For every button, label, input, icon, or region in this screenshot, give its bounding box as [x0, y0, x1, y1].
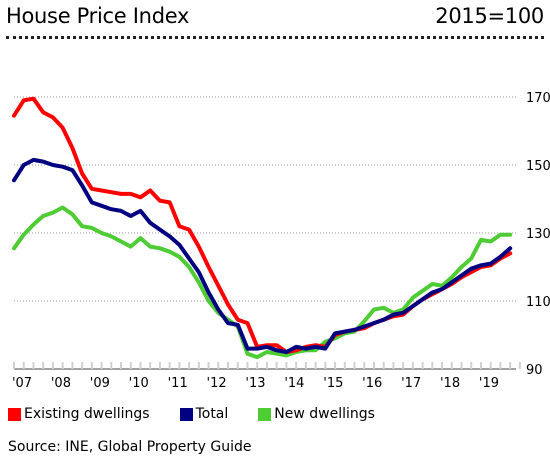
x-minor-tick [13, 362, 15, 369]
x-minor-tick [139, 362, 142, 369]
x-minor-tick [246, 362, 249, 369]
x-minor-tick [227, 362, 230, 369]
x-tick-label: '16 [362, 376, 382, 391]
x-minor-tick [275, 362, 278, 369]
legend-label-new: New dwellings [274, 406, 375, 422]
x-tick-label: '11 [168, 376, 188, 391]
x-tick-label: '08 [51, 376, 71, 391]
x-minor-tick [363, 362, 366, 369]
x-minor-tick [100, 362, 103, 369]
x-tick-label: '19 [479, 376, 499, 391]
x-minor-tick [470, 362, 473, 369]
x-minor-tick [509, 362, 512, 369]
line-chart: 90 110 130 150 170 '07 '08 '09 '10 '11 '12 '13 '14 '1… [12, 91, 550, 391]
y-tick-label: 110 [526, 295, 550, 310]
legend-item-existing: Existing dwellings [8, 406, 150, 422]
x-minor-tick [32, 362, 35, 369]
x-minor-tick [314, 362, 317, 369]
chart-title: House Price Index [6, 4, 190, 28]
x-tick-label: '13 [245, 376, 265, 391]
x-minor-tick [168, 362, 171, 369]
legend-label-existing: Existing dwellings [24, 406, 150, 422]
x-minor-tick [334, 362, 337, 369]
y-tick-label: 90 [526, 363, 543, 378]
x-minor-tick [71, 362, 74, 369]
x-minor-tick [178, 362, 181, 369]
x-minor-tick [207, 362, 210, 369]
x-minor-tick [149, 362, 152, 369]
x-minor-tick [392, 362, 395, 369]
x-minor-tick [460, 362, 463, 369]
x-minor-tick [217, 362, 220, 369]
x-minor-tick [285, 362, 288, 369]
x-minor-tick [324, 362, 327, 369]
legend-swatch-total [179, 407, 193, 421]
x-minor-tick [353, 362, 356, 369]
x-minor-tick [90, 362, 93, 369]
source-note: Source: INE, Global Property Guide [8, 439, 252, 455]
x-minor-tick [441, 362, 444, 369]
x-minor-tick [402, 362, 405, 369]
x-tick-label: '18 [440, 376, 460, 391]
x-minor-tick [51, 362, 54, 369]
x-minor-tick [188, 362, 191, 369]
x-minor-tick [382, 362, 385, 369]
x-tick-label: '12 [207, 376, 227, 391]
x-minor-tick [304, 362, 307, 369]
x-tick-label: '17 [401, 376, 421, 391]
legend-item-total: Total [179, 406, 229, 422]
x-minor-tick [479, 362, 482, 369]
legend: Existing dwellings Total New dwellings [8, 406, 405, 422]
x-minor-tick [372, 362, 375, 369]
x-minor-tick [120, 362, 123, 369]
x-minor-tick [499, 362, 502, 369]
series-line-total [12, 157, 513, 354]
y-tick-label: 130 [526, 227, 550, 242]
x-minor-tick [295, 362, 298, 369]
title-divider [6, 36, 544, 39]
x-minor-tick [343, 362, 346, 369]
series-line-new-dwellings [12, 205, 513, 360]
x-tick-label: '10 [129, 376, 149, 391]
legend-label-total: Total [195, 406, 229, 422]
x-minor-tick [265, 362, 268, 369]
legend-swatch-existing [8, 407, 21, 421]
x-minor-tick [431, 362, 434, 369]
x-tick-label: '15 [323, 376, 343, 391]
x-minor-tick [197, 362, 200, 369]
x-minor-tick [256, 362, 259, 369]
x-minor-tick [421, 362, 424, 369]
y-tick-label: 150 [526, 159, 550, 174]
x-minor-tick [450, 362, 453, 369]
x-minor-tick [81, 362, 84, 369]
x-tick-label: '09 [90, 376, 110, 391]
x-minor-tick [489, 362, 492, 369]
legend-item-new: New dwellings [258, 406, 375, 422]
x-tick-label: '07 [12, 376, 32, 391]
x-minor-tick [236, 362, 239, 369]
x-minor-tick [411, 362, 414, 369]
x-tick-label: '14 [284, 376, 304, 391]
x-minor-tick [129, 362, 132, 369]
x-minor-tick [22, 362, 25, 369]
unit-label: 2015=100 [435, 4, 544, 28]
x-minor-tick [518, 362, 521, 369]
x-minor-tick [158, 362, 161, 369]
x-minor-tick [61, 362, 64, 369]
y-tick-label: 170 [526, 91, 550, 106]
x-minor-tick [110, 362, 113, 369]
legend-swatch-new [258, 407, 272, 421]
x-minor-tick [42, 362, 45, 369]
